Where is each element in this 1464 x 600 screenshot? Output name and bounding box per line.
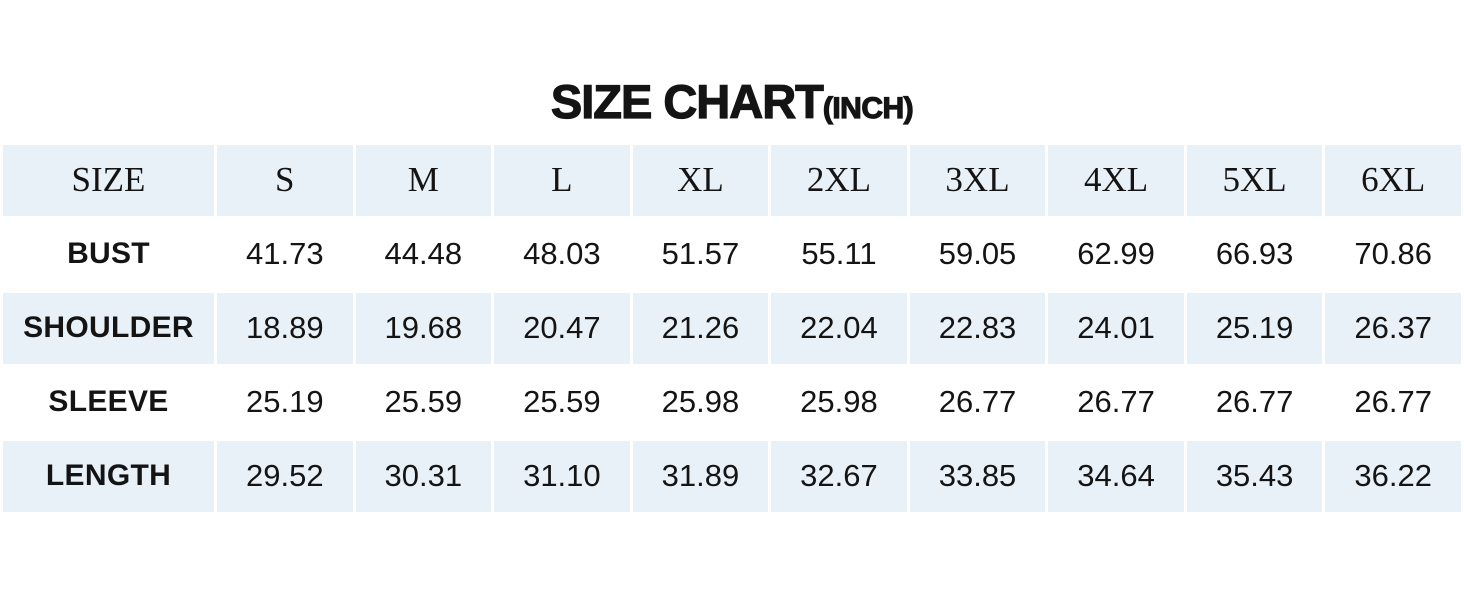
column-header-3xl: 3XL [909,144,1046,216]
column-header-s: S [217,144,353,216]
column-header-l: L [494,144,630,216]
value-cell: 59.05 [909,218,1046,290]
table-row-bust: BUST 41.73 44.48 48.03 51.57 55.11 59.05… [3,218,1461,290]
column-header-m: M [355,144,492,216]
value-cell: 21.26 [632,292,769,364]
column-header-5xl: 5XL [1186,144,1323,216]
value-cell: 18.89 [217,292,353,364]
value-cell: 26.77 [1048,366,1184,438]
value-cell: 41.73 [217,218,353,290]
value-cell: 24.01 [1048,292,1184,364]
column-header-6xl: 6XL [1325,144,1461,216]
value-cell: 35.43 [1186,440,1323,512]
value-cell: 25.19 [1186,292,1323,364]
title-unit: (INCH) [822,91,914,125]
value-cell: 44.48 [355,218,492,290]
value-cell: 66.93 [1186,218,1323,290]
value-cell: 26.77 [1325,366,1461,438]
value-cell: 25.98 [632,366,769,438]
value-cell: 26.37 [1325,292,1461,364]
value-cell: 26.77 [1186,366,1323,438]
value-cell: 25.98 [771,366,907,438]
column-header-2xl: 2XL [771,144,907,216]
value-cell: 25.19 [217,366,353,438]
value-cell: 26.77 [909,366,1046,438]
column-header-size: SIZE [3,144,214,216]
value-cell: 30.31 [355,440,492,512]
title-main: SIZE CHART [550,75,824,128]
value-cell: 48.03 [494,218,630,290]
table-header-row: SIZE S M L XL 2XL 3XL 4XL 5XL 6XL [3,144,1461,216]
value-cell: 51.57 [632,218,769,290]
row-label-length: LENGTH [3,440,214,512]
value-cell: 36.22 [1325,440,1461,512]
value-cell: 70.86 [1325,218,1461,290]
value-cell: 25.59 [355,366,492,438]
value-cell: 31.10 [494,440,630,512]
value-cell: 32.67 [771,440,907,512]
value-cell: 55.11 [771,218,907,290]
value-cell: 22.04 [771,292,907,364]
size-table: SIZE S M L XL 2XL 3XL 4XL 5XL 6XL BUST 4… [0,142,1464,515]
row-label-shoulder: SHOULDER [3,292,214,364]
value-cell: 22.83 [909,292,1046,364]
row-label-bust: BUST [3,218,214,290]
value-cell: 34.64 [1048,440,1184,512]
value-cell: 25.59 [494,366,630,438]
table-row-sleeve: SLEEVE 25.19 25.59 25.59 25.98 25.98 26.… [3,366,1461,438]
page-title: SIZE CHART(INCH) [0,0,1464,128]
value-cell: 31.89 [632,440,769,512]
value-cell: 33.85 [909,440,1046,512]
value-cell: 20.47 [494,292,630,364]
column-header-xl: XL [632,144,769,216]
column-header-4xl: 4XL [1048,144,1184,216]
table-row-length: LENGTH 29.52 30.31 31.10 31.89 32.67 33.… [3,440,1461,512]
value-cell: 29.52 [217,440,353,512]
value-cell: 62.99 [1048,218,1184,290]
row-label-sleeve: SLEEVE [3,366,214,438]
table-row-shoulder: SHOULDER 18.89 19.68 20.47 21.26 22.04 2… [3,292,1461,364]
value-cell: 19.68 [355,292,492,364]
